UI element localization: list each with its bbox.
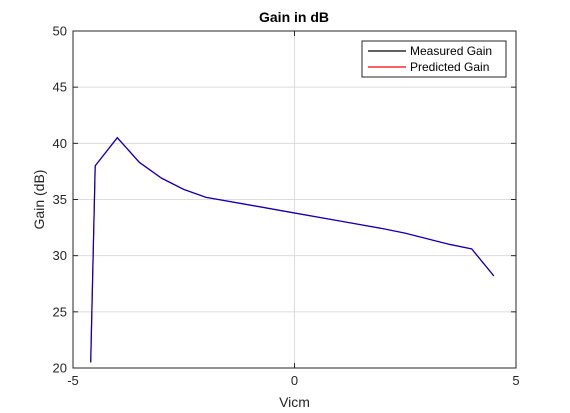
- y-tick-label: 50: [53, 24, 67, 39]
- legend: Measured Gain Predicted Gain: [361, 40, 507, 78]
- x-tick-label: 5: [512, 373, 519, 388]
- y-tick-label: 20: [53, 361, 67, 376]
- y-tick-label: 30: [53, 248, 67, 263]
- chart-title: Gain in dB: [259, 9, 329, 25]
- y-tick-label: 25: [53, 304, 67, 319]
- y-tick-label: 40: [53, 136, 67, 151]
- y-tick-label: 45: [53, 80, 67, 95]
- x-tick-label: 0: [291, 373, 298, 388]
- x-tick-label: -5: [67, 373, 79, 388]
- y-tick-label: 35: [53, 192, 67, 207]
- legend-box: [361, 40, 507, 78]
- legend-entry: Predicted Gain: [410, 60, 489, 74]
- series-line-measured-gain: [90, 136, 495, 363]
- plot-lines: [90, 136, 495, 363]
- legend-entry: Measured Gain: [410, 44, 492, 58]
- x-axis-label: Vicm: [279, 394, 310, 410]
- grid: [72, 30, 517, 369]
- y-axis-label: Gain (dB): [31, 170, 47, 230]
- axis-ticks: -5 0 5 20 25 30 35 40 45 50: [53, 24, 520, 389]
